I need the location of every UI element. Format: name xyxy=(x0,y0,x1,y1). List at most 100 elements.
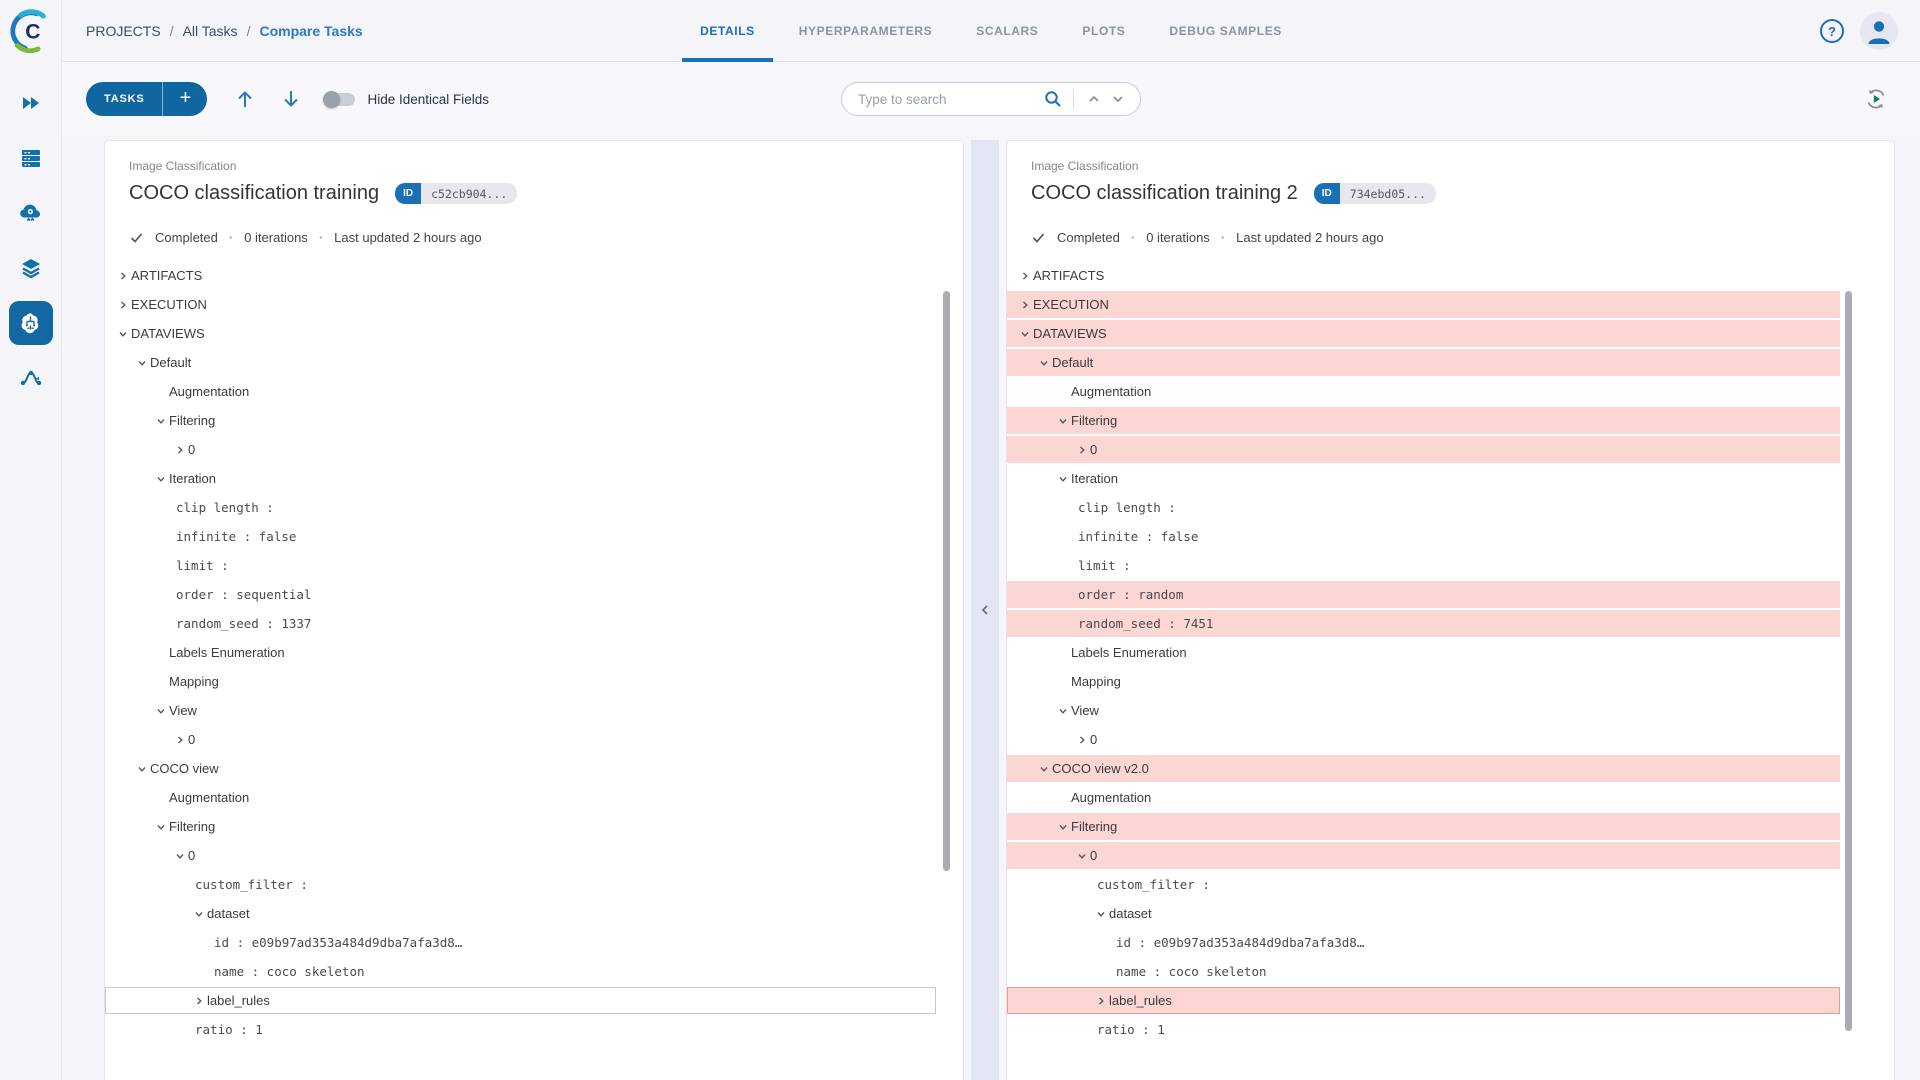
clearml-logo[interactable]: C xyxy=(0,0,62,62)
tree-row[interactable]: order : sequential xyxy=(176,587,312,602)
breadcrumb-projects[interactable]: PROJECTS xyxy=(86,22,161,39)
chevron-right-icon[interactable] xyxy=(115,297,131,313)
chevron-down-icon[interactable] xyxy=(115,326,131,342)
auto-refresh-button[interactable] xyxy=(1862,85,1890,113)
tree-row[interactable]: DATAVIEWS xyxy=(1007,320,1840,347)
chevron-right-icon[interactable] xyxy=(172,442,188,458)
search-next-button[interactable] xyxy=(1106,87,1130,111)
tree-row[interactable]: label_rules xyxy=(1007,987,1840,1014)
tree-row[interactable]: label_rules xyxy=(105,987,936,1014)
tab-debug-samples[interactable]: DEBUG SAMPLES xyxy=(1169,24,1282,38)
tree-row[interactable]: ARTIFACTS xyxy=(105,262,936,289)
tree-row[interactable]: Augmentation xyxy=(169,384,250,399)
chevron-down-icon[interactable] xyxy=(1055,819,1071,835)
chevron-right-icon[interactable] xyxy=(1017,297,1033,313)
tree-row[interactable]: name : coco skeleton xyxy=(1116,964,1267,979)
tree-row[interactable]: limit : xyxy=(176,558,229,573)
tree-row[interactable]: 0 xyxy=(105,436,936,463)
search-input[interactable] xyxy=(858,91,1041,107)
next-diff-button[interactable] xyxy=(279,87,303,111)
tree-row[interactable]: 0 xyxy=(1007,842,1840,869)
tree-row[interactable]: random_seed : 7451 xyxy=(1007,610,1840,637)
tree-row[interactable]: order : random xyxy=(1007,581,1840,608)
tree-row[interactable]: Augmentation xyxy=(1071,384,1152,399)
sidebar-item-pipelines[interactable] xyxy=(9,356,53,400)
tree-row[interactable]: Labels Enumeration xyxy=(169,645,285,660)
tree-row[interactable]: clip length : xyxy=(176,500,274,515)
tree-row[interactable]: DATAVIEWS xyxy=(105,320,936,347)
prev-diff-button[interactable] xyxy=(233,87,257,111)
chevron-down-icon[interactable] xyxy=(153,819,169,835)
tree-row[interactable]: Filtering xyxy=(105,407,936,434)
tree-row[interactable]: 0 xyxy=(105,726,936,753)
tree-row[interactable]: Filtering xyxy=(1007,813,1840,840)
chevron-down-icon[interactable] xyxy=(1055,413,1071,429)
chevron-down-icon[interactable] xyxy=(1017,326,1033,342)
tree-row[interactable]: id : e09b97ad353a484d9dba7afa3d8… xyxy=(214,935,463,950)
user-avatar[interactable] xyxy=(1860,12,1898,50)
tree-row[interactable]: ARTIFACTS xyxy=(1007,262,1840,289)
tree-row[interactable]: 0 xyxy=(1007,726,1840,753)
tree-row[interactable]: Default xyxy=(1007,349,1840,376)
tree-row[interactable]: EXECUTION xyxy=(1007,291,1840,318)
tree-row[interactable]: clip length : xyxy=(1078,500,1176,515)
tab-scalars[interactable]: SCALARS xyxy=(976,24,1039,38)
tree-row[interactable]: Iteration xyxy=(105,465,936,492)
chevron-down-icon[interactable] xyxy=(191,906,207,922)
tree-row[interactable]: limit : xyxy=(1078,558,1131,573)
sidebar-item-servers[interactable] xyxy=(9,136,53,180)
chevron-down-icon[interactable] xyxy=(153,703,169,719)
chevron-down-icon[interactable] xyxy=(153,471,169,487)
tree-row[interactable]: Labels Enumeration xyxy=(1071,645,1187,660)
breadcrumb-all-tasks[interactable]: All Tasks xyxy=(182,22,238,39)
chevron-down-icon[interactable] xyxy=(1093,906,1109,922)
chevron-down-icon[interactable] xyxy=(1055,471,1071,487)
tree-row[interactable]: ratio : 1 xyxy=(195,1022,263,1037)
chevron-right-icon[interactable] xyxy=(1093,993,1109,1009)
tab-details[interactable]: DETAILS xyxy=(682,0,773,62)
tree-row[interactable]: Mapping xyxy=(1071,674,1121,689)
scrollbar[interactable] xyxy=(1845,291,1852,1031)
tree-row[interactable]: Iteration xyxy=(1007,465,1840,492)
tree-row[interactable]: COCO view v2.0 xyxy=(1007,755,1840,782)
tree-row[interactable]: Filtering xyxy=(105,813,936,840)
tree-row[interactable]: custom_filter : xyxy=(1097,877,1210,892)
tree-row[interactable]: random_seed : 1337 xyxy=(176,616,312,631)
sidebar-item-experiments[interactable] xyxy=(8,301,53,345)
hide-identical-toggle[interactable]: Hide Identical Fields xyxy=(323,90,489,108)
tree-row[interactable]: infinite : false xyxy=(1078,529,1199,544)
tree-row[interactable]: Default xyxy=(105,349,936,376)
chevron-down-icon[interactable] xyxy=(134,355,150,371)
tab-hyperparameters[interactable]: HYPERPARAMETERS xyxy=(798,24,933,38)
tasks-split-button[interactable]: TASKS + xyxy=(86,82,208,116)
chevron-down-icon[interactable] xyxy=(1074,848,1090,864)
toggle-track[interactable] xyxy=(323,90,356,108)
chevron-right-icon[interactable] xyxy=(1074,732,1090,748)
collapse-panel-button[interactable] xyxy=(971,140,999,1080)
toggle-knob[interactable] xyxy=(323,90,341,108)
tree-row[interactable]: name : coco skeleton xyxy=(214,964,365,979)
chevron-down-icon[interactable] xyxy=(134,761,150,777)
chevron-down-icon[interactable] xyxy=(1036,761,1052,777)
tree-row[interactable]: dataset xyxy=(1007,900,1840,927)
search-prev-button[interactable] xyxy=(1082,87,1106,111)
chevron-right-icon[interactable] xyxy=(172,732,188,748)
tree-row[interactable]: View xyxy=(1007,697,1840,724)
chevron-down-icon[interactable] xyxy=(172,848,188,864)
scrollbar[interactable] xyxy=(943,291,950,871)
tree-row[interactable]: Augmentation xyxy=(1071,790,1152,805)
tree-row[interactable]: ratio : 1 xyxy=(1097,1022,1165,1037)
tree-row[interactable]: Filtering xyxy=(1007,407,1840,434)
tab-plots[interactable]: PLOTS xyxy=(1082,24,1126,38)
sidebar-item-play-arrows[interactable] xyxy=(9,81,53,125)
chevron-right-icon[interactable] xyxy=(1017,268,1033,284)
help-icon[interactable]: ? xyxy=(1820,19,1844,43)
sidebar-item-cloud[interactable] xyxy=(9,191,53,235)
sidebar-item-layers[interactable] xyxy=(9,246,53,290)
add-task-button[interactable]: + xyxy=(179,86,192,109)
tree-row[interactable]: View xyxy=(105,697,936,724)
chevron-down-icon[interactable] xyxy=(1036,355,1052,371)
tree-row[interactable]: EXECUTION xyxy=(105,291,936,318)
tree-row[interactable]: dataset xyxy=(105,900,936,927)
chevron-down-icon[interactable] xyxy=(1055,703,1071,719)
